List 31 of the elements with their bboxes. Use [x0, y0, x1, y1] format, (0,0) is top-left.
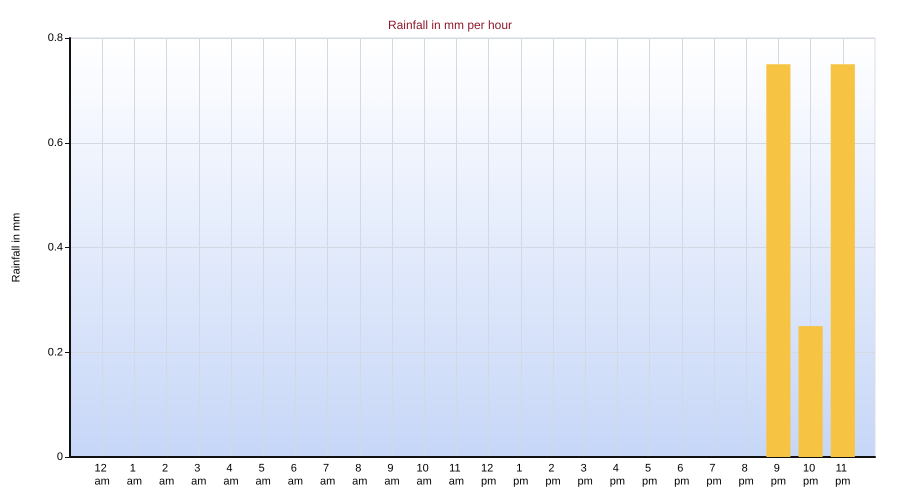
chart-title: Rainfall in mm per hour	[388, 18, 512, 32]
y-tick-label: 0	[56, 451, 63, 463]
x-tick-label: 4 am	[223, 462, 239, 488]
x-tick-label: 2 am	[158, 462, 174, 488]
x-tick-label: 12 pm	[480, 462, 496, 488]
x-tick-label: 1 pm	[513, 462, 528, 488]
x-tick-label: 10 am	[416, 462, 432, 488]
x-tick-label: 6 am	[288, 462, 304, 488]
x-tick-label: 8 pm	[738, 462, 754, 488]
x-tick-label: 2 pm	[545, 462, 561, 488]
x-tick-label: 7 pm	[706, 462, 722, 488]
y-tick-label: 0.6	[48, 136, 63, 149]
x-tick-label: 11 am	[448, 462, 464, 488]
x-tick-label: 10 pm	[802, 462, 818, 488]
x-tick-label: 1 am	[126, 462, 142, 488]
x-tick-label: 9 pm	[770, 462, 786, 488]
y-tick-label: 0.4	[48, 242, 63, 254]
x-tick-label: 11 pm	[835, 462, 850, 488]
x-tick-label: 3 am	[191, 462, 206, 488]
x-tick-label: 5 am	[256, 462, 271, 488]
x-tick-label: 9 am	[384, 462, 400, 488]
x-tick-label: 6 pm	[674, 462, 690, 488]
x-tick-label: 4 pm	[610, 462, 626, 488]
x-tick-label: 5 pm	[642, 462, 658, 488]
x-tick-label: 3 pm	[578, 462, 593, 488]
y-axis-title: Rainfall in mm	[10, 212, 22, 282]
x-tick-label: 12 am	[94, 462, 110, 488]
x-tick-label: 8 am	[352, 462, 368, 488]
y-tick-label: 0.2	[48, 346, 63, 358]
x-tick-label: 7 am	[320, 462, 336, 488]
y-tick-label: 0.8	[48, 32, 63, 44]
